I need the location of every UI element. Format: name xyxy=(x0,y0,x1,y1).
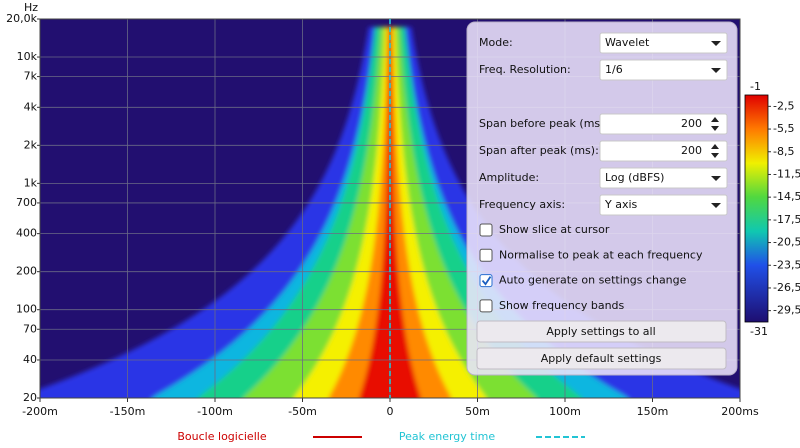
colorbar-end-label: -31 xyxy=(750,325,768,338)
button[interactable] xyxy=(476,347,727,370)
x-tick-label: 0 xyxy=(387,405,394,418)
dropdown-value: Log (dBFS) xyxy=(605,171,664,184)
checkbox-label: Show frequency bands xyxy=(499,299,625,312)
button-label: Apply settings to all xyxy=(546,325,655,338)
field-label: Mode: xyxy=(479,36,513,49)
button-label: Apply default settings xyxy=(541,352,662,365)
y-tick-label: 200 xyxy=(16,265,37,278)
colorbar-tick-label: -20,5 xyxy=(773,236,800,249)
dropdown-arrow[interactable] xyxy=(711,203,721,208)
y-tick-label: 4k xyxy=(24,100,38,113)
legend-label: Boucle logicielle xyxy=(177,430,266,443)
spinner-arrows[interactable] xyxy=(711,144,719,158)
dropdown[interactable] xyxy=(599,167,728,189)
x-tick-label: 200ms xyxy=(721,405,759,418)
y-tick-label: 700 xyxy=(16,196,37,209)
x-tick-label: 150m xyxy=(637,405,669,418)
checkbox[interactable] xyxy=(479,248,493,262)
field-label: Span after peak (ms): xyxy=(479,144,599,157)
field-label: Amplitude: xyxy=(479,171,539,184)
x-tick-label: -50m xyxy=(288,405,317,418)
colorbar-tick-label: -17,5 xyxy=(773,213,800,226)
y-tick-label: 2k xyxy=(24,138,38,151)
y-tick-label: 100 xyxy=(16,303,37,316)
colorbar xyxy=(744,94,769,323)
spinner-value: 200 xyxy=(681,117,702,130)
checkbox[interactable] xyxy=(479,223,493,237)
dropdown[interactable] xyxy=(599,59,728,81)
field-label: Frequency axis: xyxy=(479,198,565,211)
y-tick-label: 7k xyxy=(24,70,38,83)
x-tick-label: -150m xyxy=(110,405,146,418)
colorbar-tick-label: -8,5 xyxy=(773,145,794,158)
checkbox-label: Auto generate on settings change xyxy=(499,274,687,287)
button[interactable] xyxy=(476,320,727,343)
y-tick-label: 20,0k xyxy=(6,12,37,25)
y-tick-label: 10k xyxy=(17,50,38,63)
dropdown-arrow[interactable] xyxy=(711,68,721,73)
x-tick-label: -100m xyxy=(197,405,233,418)
dropdown[interactable] xyxy=(599,32,728,54)
colorbar-end-label: -1 xyxy=(750,80,761,93)
x-tick-label: -200m xyxy=(22,405,58,418)
checkbox-label: Normalise to peak at each frequency xyxy=(499,248,703,261)
y-tick-label: 1k xyxy=(24,176,38,189)
y-tick-label: 20 xyxy=(23,391,37,404)
y-unit-label: Hz xyxy=(24,1,38,14)
checkbox[interactable] xyxy=(479,299,493,313)
colorbar-tick-label: -29,5 xyxy=(773,304,800,317)
legend-label: Peak energy time xyxy=(399,430,496,443)
colorbar-tick-label: -2,5 xyxy=(773,99,794,112)
spinner[interactable] xyxy=(599,113,728,135)
dropdown-value: 1/6 xyxy=(605,63,623,76)
dropdown-arrow[interactable] xyxy=(711,41,721,46)
y-tick-label: 70 xyxy=(23,322,37,335)
checkbox-label: Show slice at cursor xyxy=(499,223,610,236)
colorbar-tick-label: -11,5 xyxy=(773,167,800,180)
colorbar-tick-label: -23,5 xyxy=(773,258,800,271)
dropdown-value: Y axis xyxy=(604,198,638,211)
dropdown[interactable] xyxy=(599,194,728,216)
spinner-arrows[interactable] xyxy=(711,117,719,131)
field-label: Span before peak (ms): xyxy=(479,117,608,130)
colorbar-tick-label: -14,5 xyxy=(773,190,800,203)
x-tick-label: 50m xyxy=(465,405,490,418)
field-label: Freq. Resolution: xyxy=(479,63,571,76)
dropdown-value: Wavelet xyxy=(605,36,650,49)
spinner[interactable] xyxy=(599,140,728,162)
y-tick-label: 400 xyxy=(16,227,37,240)
dropdown-arrow[interactable] xyxy=(711,176,721,181)
checkmark xyxy=(481,276,492,286)
y-tick-label: 40 xyxy=(23,353,37,366)
colorbar-tick-label: -5,5 xyxy=(773,122,794,135)
colorbar-tick-label: -26,5 xyxy=(773,281,800,294)
x-tick-label: 100m xyxy=(549,405,581,418)
spinner-value: 200 xyxy=(681,144,702,157)
